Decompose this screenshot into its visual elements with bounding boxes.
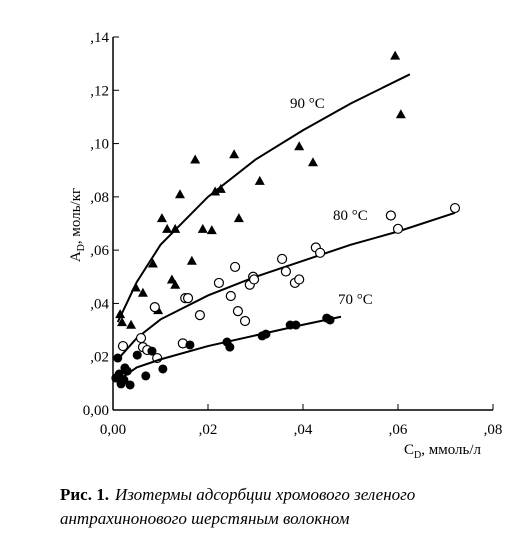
- triangle-point: [170, 223, 181, 233]
- caption-line1: Изотермы адсорбции хромового зеленого: [114, 485, 415, 504]
- fit-curve: [117, 315, 342, 382]
- triangle-point: [166, 274, 177, 284]
- x-label-rest: , ммоль/л: [421, 442, 481, 458]
- y-label-rest: , моль/кг: [68, 188, 84, 244]
- open-circle-point: [232, 306, 244, 317]
- triangle-point: [390, 50, 401, 60]
- open-circle-point: [194, 310, 206, 321]
- filled-circle-point: [225, 342, 235, 352]
- triangle-point: [147, 258, 158, 268]
- y-axis-label: AD, моль/кг: [68, 188, 87, 262]
- series-label: 90 °C: [290, 96, 325, 112]
- x-tick-label: ,06: [389, 422, 408, 438]
- triangle-point: [233, 213, 244, 223]
- triangle-point: [197, 223, 208, 233]
- triangle-point: [190, 154, 201, 164]
- open-circle-point: [277, 253, 288, 265]
- open-circle-point: [117, 340, 129, 352]
- caption: Рис. 1. Изотермы адсорбции хромового зеле…: [60, 485, 415, 504]
- y-tick-label: ,02: [90, 350, 109, 366]
- filled-circle-point: [141, 371, 151, 381]
- triangle-point: [174, 189, 185, 199]
- triangle-point: [126, 319, 137, 329]
- y-tick-label: ,10: [90, 137, 109, 153]
- open-circle-point: [225, 290, 236, 302]
- y-label-sub: D: [76, 244, 87, 251]
- fit-curve: [116, 73, 411, 323]
- triangle-point: [115, 309, 126, 319]
- triangle-point: [186, 255, 197, 265]
- triangle-point: [307, 157, 318, 167]
- caption-label: Рис. 1.: [60, 485, 109, 504]
- filled-circle-point: [291, 320, 301, 330]
- y-tick-label: ,08: [90, 190, 109, 206]
- filled-circle-point: [113, 353, 123, 363]
- x-tick-label: ,08: [484, 422, 503, 438]
- x-label-main: C: [404, 442, 414, 458]
- open-circle-point: [239, 315, 251, 327]
- open-circle-point: [248, 274, 260, 285]
- y-tick-label: ,12: [90, 83, 109, 99]
- y-tick-label: ,04: [90, 296, 109, 312]
- open-circle-point: [229, 261, 241, 273]
- open-circle-point: [392, 223, 404, 234]
- y-tick-label: ,06: [90, 243, 109, 259]
- open-circle-point: [182, 293, 194, 304]
- x-axis-label: CD, ммоль/л: [404, 442, 482, 461]
- x-tick-label: 0,00: [100, 422, 126, 438]
- filled-circle-point: [261, 329, 271, 339]
- open-circle-point: [280, 266, 291, 277]
- series-label: 70 °C: [338, 292, 373, 308]
- triangle-point: [294, 141, 305, 151]
- triangle-point: [137, 287, 148, 297]
- open-circle-point: [213, 277, 225, 289]
- filled-circle-point: [132, 350, 142, 360]
- open-circle-point: [315, 247, 326, 258]
- triangle-point: [395, 109, 406, 119]
- triangle-point: [162, 223, 173, 233]
- caption-line2: антрахинонового шерстяным волокном: [60, 509, 350, 528]
- y-label-main: A: [68, 251, 84, 262]
- filled-circle-point: [158, 364, 168, 374]
- triangle-point: [156, 213, 167, 223]
- filled-circle-point: [119, 375, 129, 385]
- open-circle-point: [385, 210, 396, 221]
- open-circle-point: [449, 202, 461, 214]
- x-tick-label: ,02: [199, 422, 218, 438]
- y-tick-label: ,14: [90, 30, 109, 46]
- triangle-point: [210, 186, 221, 196]
- triangle-point: [229, 149, 240, 159]
- filled-circle-point: [122, 366, 132, 376]
- series-label: 80 °C: [333, 208, 368, 224]
- triangle-point: [117, 317, 128, 327]
- triangle-point: [215, 183, 226, 193]
- filled-circle-point: [325, 315, 335, 325]
- x-tick-label: ,04: [294, 422, 313, 438]
- triangle-point: [206, 225, 217, 235]
- fit-curve: [117, 211, 456, 361]
- x-label-sub: D: [414, 450, 421, 461]
- triangle-point: [170, 279, 181, 289]
- filled-circle-point: [147, 346, 157, 356]
- triangle-point: [130, 282, 141, 292]
- triangle-point: [254, 175, 265, 185]
- filled-circle-point: [125, 380, 135, 390]
- open-circle-point: [135, 332, 147, 344]
- open-circle-point: [149, 302, 160, 313]
- filled-circle-point: [185, 340, 195, 350]
- y-tick-label: 0,00: [83, 403, 109, 419]
- open-circle-point: [294, 274, 305, 285]
